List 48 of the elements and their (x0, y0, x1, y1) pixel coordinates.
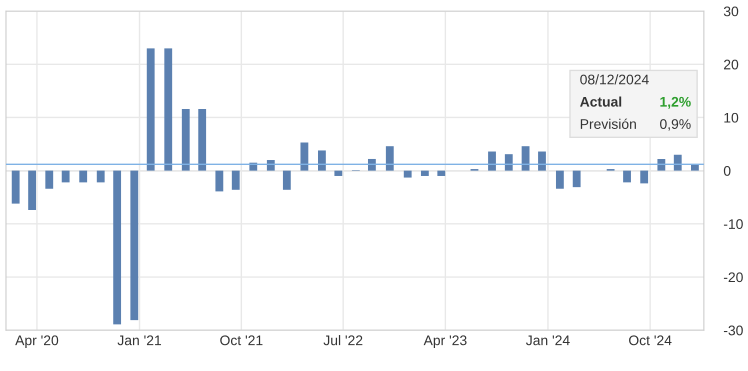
bar (404, 170, 412, 178)
annotation: Previsión (580, 118, 636, 129)
y-tick-label: -30 (724, 326, 743, 336)
bar (572, 170, 581, 188)
x-tick-label: Apr '20 (15, 335, 58, 348)
bar (420, 170, 429, 176)
bar (386, 146, 394, 171)
y-tick-label: -20 (724, 272, 743, 282)
bar (318, 150, 326, 171)
bar (437, 170, 446, 176)
annotation: 1,2% (660, 96, 691, 109)
bar (62, 170, 70, 182)
bar (334, 170, 342, 176)
bar (215, 170, 224, 192)
bar (28, 170, 36, 210)
y-tick-label: 0 (724, 166, 730, 176)
x-tick-label: Jan '24 (526, 335, 570, 346)
bar (282, 170, 291, 190)
bar (79, 170, 88, 182)
bar (232, 170, 240, 190)
annotation: 08/12/2024 (580, 74, 649, 84)
bar (130, 170, 138, 320)
x-tick-label: Jan '21 (118, 335, 162, 346)
bar (640, 170, 648, 184)
bar (623, 170, 631, 182)
bar (96, 170, 105, 182)
x-tick-label: Oct '21 (220, 335, 262, 346)
bar (45, 170, 54, 189)
bar (556, 170, 564, 189)
bar (164, 48, 172, 171)
bar (146, 48, 155, 171)
bar (12, 170, 20, 204)
annotation: Actual (580, 96, 622, 107)
bar (488, 152, 496, 171)
bar (113, 170, 122, 324)
y-tick-label: 10 (724, 112, 738, 123)
x-tick-label: Jul '22 (324, 335, 362, 346)
annotation: 0,9% (660, 119, 691, 131)
y-tick-label: 30 (724, 6, 738, 16)
x-tick-label: Oct '24 (629, 335, 672, 346)
y-tick-label: -10 (724, 219, 743, 230)
bar (522, 146, 530, 171)
x-tick-label: Apr '23 (424, 335, 467, 348)
bar (198, 108, 206, 171)
bar (300, 142, 308, 171)
bar (538, 152, 546, 171)
bar (182, 108, 190, 171)
y-tick-label: 20 (724, 60, 738, 70)
